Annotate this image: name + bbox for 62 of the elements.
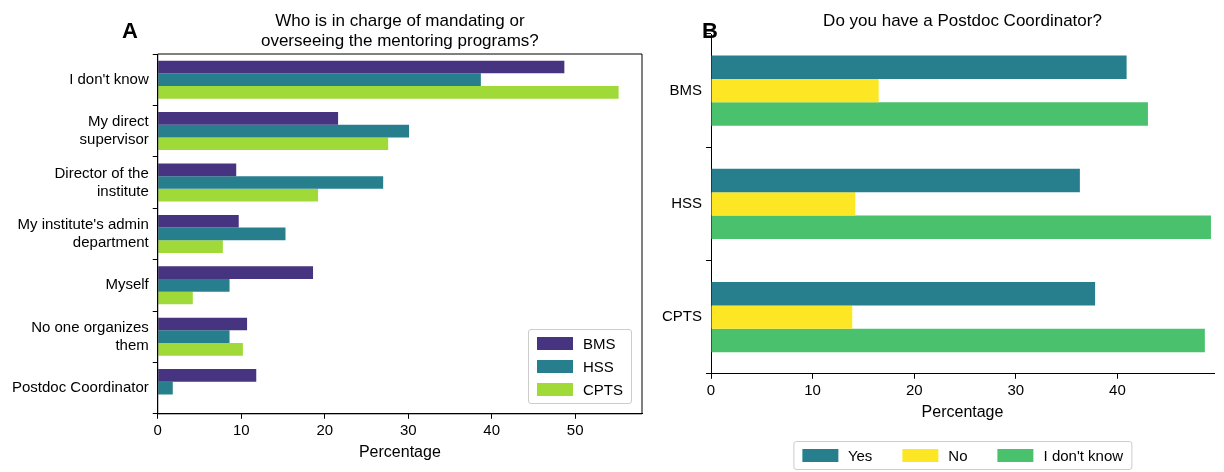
legend-label: CPTS [582, 380, 623, 398]
x-tick-label: 30 [399, 420, 417, 438]
bar [711, 282, 1096, 306]
bar [158, 227, 286, 241]
x-tick-label: 30 [1007, 380, 1025, 398]
bar [158, 381, 173, 395]
bar [158, 240, 223, 253]
legend-label: No [948, 447, 968, 464]
x-tick-label: 0 [706, 380, 716, 398]
x-tick-label: 40 [1109, 380, 1126, 398]
legend-label: HSS [582, 357, 614, 375]
bar [158, 330, 230, 344]
bar [711, 328, 1205, 353]
chart-title: Who is in charge of mandating or overseeing the mentoring programs? [260, 11, 539, 50]
x-tick-label: 20 [316, 420, 334, 438]
bar [158, 343, 243, 356]
bar [158, 73, 481, 87]
y-tick-label: Director of the institute [54, 163, 149, 199]
x-tick-label: 40 [483, 420, 501, 438]
bar [158, 112, 339, 125]
y-tick-label: I don't know [69, 69, 149, 87]
bar [711, 102, 1148, 126]
legend-label: Yes [847, 447, 873, 464]
bar [158, 86, 619, 99]
y-tick-label: My institute's admin department [17, 215, 150, 251]
y-tick-label: My direct supervisor [79, 112, 150, 148]
x-tick-label: 20 [905, 380, 923, 398]
x-axis-title: Percentage [921, 402, 1004, 420]
x-tick-label: 50 [566, 420, 584, 438]
chart-title: Do you have a Postdoc Coordinator? [823, 11, 1102, 30]
bar [711, 215, 1211, 240]
y-tick-label: No one organizes them [31, 317, 149, 353]
bar [711, 78, 879, 103]
bar [711, 55, 1127, 79]
bar [158, 369, 257, 382]
legend-label: I don't know [1043, 447, 1124, 464]
y-tick-label: BMS [669, 80, 702, 98]
legend-label: BMS [582, 334, 616, 352]
y-tick-label: Postdoc Coordinator [11, 378, 149, 396]
text: A [122, 18, 138, 43]
y-tick-label: Myself [105, 275, 150, 293]
x-tick-label: 0 [153, 420, 162, 438]
bar [158, 266, 314, 279]
bar [158, 137, 389, 151]
bar [158, 60, 565, 74]
bar [711, 168, 1080, 193]
bar [158, 163, 237, 177]
bar [158, 214, 239, 228]
bar [711, 305, 853, 329]
bar [711, 192, 856, 216]
y-tick-label: HSS [671, 194, 702, 212]
y-tick-label: CPTS [661, 307, 702, 325]
x-axis-title: Percentage [358, 442, 441, 460]
annotation: B [702, 18, 718, 43]
x-tick-label: 10 [804, 380, 821, 398]
x-tick-label: 10 [232, 420, 250, 438]
bar [158, 188, 319, 202]
bar [158, 278, 230, 292]
bar [158, 124, 410, 138]
bar [158, 317, 248, 331]
bar [158, 176, 384, 189]
bar [158, 291, 193, 305]
